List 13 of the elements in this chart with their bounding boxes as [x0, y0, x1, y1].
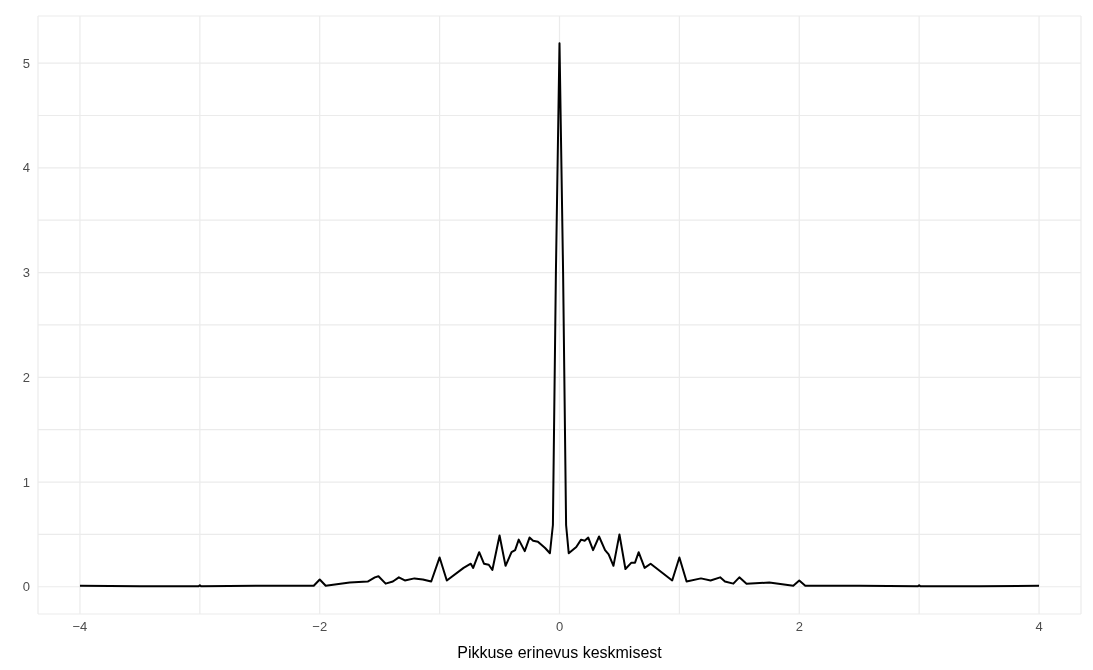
- y-tick-label: 2: [22, 369, 30, 385]
- line-series: [78, 42, 1041, 588]
- y-tick-label: 5: [22, 55, 30, 71]
- x-axis-title: Pikkuse erinevus keskmisest: [457, 644, 663, 661]
- x-tick-label: 0: [555, 619, 564, 635]
- x-tick-label: −4: [72, 619, 88, 635]
- y-tick-label: 4: [22, 160, 30, 176]
- y-tick-label: 0: [22, 579, 30, 595]
- y-tick-label: 1: [22, 474, 30, 490]
- x-tick-label: 4: [1035, 619, 1043, 635]
- x-tick-label: −2: [312, 619, 328, 635]
- x-tick-label: 2: [795, 619, 803, 635]
- y-tick-label: 3: [22, 265, 30, 281]
